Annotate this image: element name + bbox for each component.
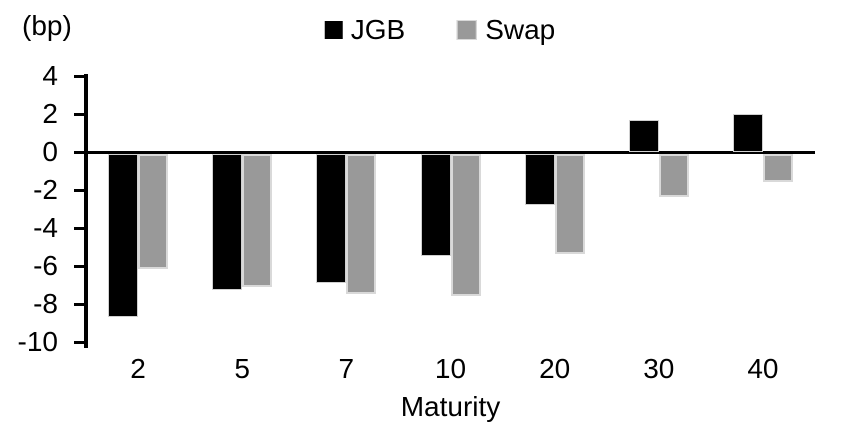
bar-jgb-maturity-2 (108, 153, 139, 317)
legend-entry-swap: Swap (457, 15, 555, 45)
legend-swatch-jgb-icon (324, 21, 343, 39)
y-tick-mark (74, 226, 85, 230)
y-axis-line (84, 74, 88, 348)
legend-entry-jgb: JGB (324, 14, 406, 45)
x-category-label: 10 (434, 353, 467, 384)
bar-jgb-maturity-40 (732, 114, 763, 152)
x-category-label: 20 (539, 353, 571, 384)
bar-swap-maturity-5 (242, 153, 273, 287)
bar-jgb-maturity-20 (524, 153, 555, 205)
bar-jgb-maturity-10 (420, 153, 451, 257)
y-tick-label: -4 (33, 212, 58, 243)
bar-swap-maturity-20 (554, 153, 585, 255)
legend-swatch-swap-icon (457, 20, 478, 40)
y-tick-label: -6 (33, 250, 58, 281)
x-category-label: 5 (234, 353, 250, 384)
bar-swap-maturity-30 (658, 153, 689, 198)
legend: JGB Swap (324, 14, 555, 45)
bar-jgb-maturity-7 (316, 153, 347, 283)
bar-swap-maturity-2 (138, 153, 169, 270)
zero-baseline (74, 150, 815, 154)
y-tick-label: 0 (42, 136, 58, 167)
y-tick-mark (74, 74, 85, 78)
bar-jgb-maturity-5 (212, 153, 243, 291)
y-tick-label: -8 (33, 288, 58, 319)
bar-jgb-maturity-30 (628, 119, 659, 152)
bar-swap-maturity-40 (762, 153, 793, 182)
x-category-label: 2 (130, 353, 146, 384)
y-tick-mark (74, 112, 85, 116)
x-category-label: 30 (643, 353, 675, 384)
y-tick-label: 2 (42, 98, 58, 129)
y-tick-label: 4 (42, 60, 58, 91)
y-tick-mark (74, 264, 85, 268)
x-category-label: 40 (747, 353, 779, 384)
y-tick-mark (74, 302, 85, 306)
bar-swap-maturity-7 (346, 153, 377, 295)
bar-swap-maturity-10 (450, 153, 481, 296)
y-tick-mark (74, 340, 85, 344)
y-axis-unit-label: (bp) (22, 10, 72, 41)
y-tick-label: -10 (17, 326, 58, 357)
legend-label: Swap (485, 14, 556, 45)
x-category-label: 7 (338, 353, 355, 384)
legend-label: JGB (350, 14, 406, 45)
y-tick-label: -2 (33, 174, 58, 205)
x-axis-title: Maturity (400, 391, 501, 422)
y-tick-mark (74, 188, 85, 192)
